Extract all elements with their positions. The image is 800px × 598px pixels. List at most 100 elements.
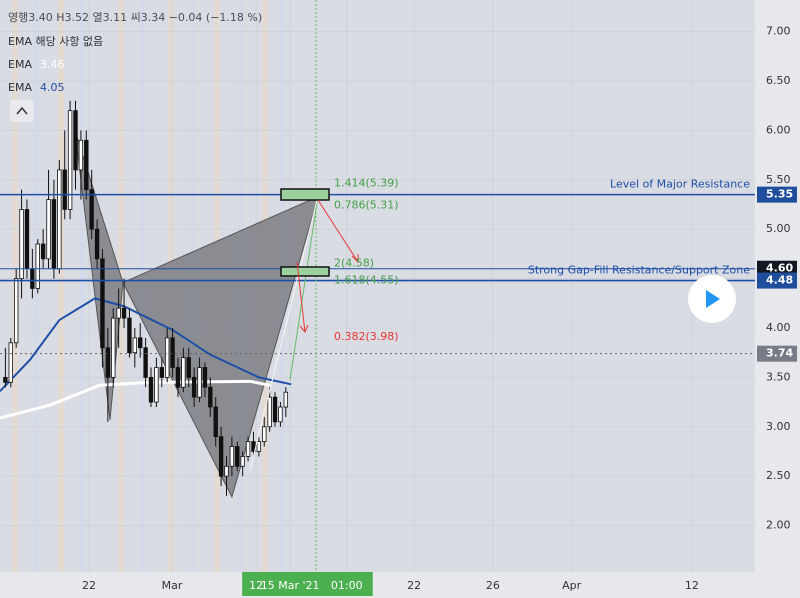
candle-body xyxy=(30,268,35,289)
collapse-icon xyxy=(16,106,28,115)
y-tick-label: 2.00 xyxy=(766,519,791,532)
candle-body xyxy=(218,436,224,477)
candle-body xyxy=(159,367,164,378)
arrow xyxy=(296,261,306,333)
x-tick-label: 22 xyxy=(82,579,96,592)
legend-name: EMA xyxy=(8,58,32,71)
candle-body xyxy=(121,307,127,319)
price-tag-label: 4.48 xyxy=(766,274,793,287)
target-box xyxy=(280,188,330,201)
candle-body xyxy=(256,441,262,452)
y-tick-label: 3.00 xyxy=(766,420,791,433)
axes: 2.002.503.003.504.004.505.005.506.006.50… xyxy=(82,25,797,596)
legend-value: 4.05 xyxy=(40,81,65,94)
candle-body xyxy=(138,337,143,349)
x-tick-label: Mar xyxy=(162,579,183,592)
fib-label: 2(4.58) xyxy=(334,257,374,270)
y-tick-label: 6.50 xyxy=(766,74,791,87)
candle-body xyxy=(62,169,67,210)
drawing-tools xyxy=(249,0,359,572)
y-tick-label: 3.50 xyxy=(766,370,791,383)
candle-body xyxy=(148,376,154,403)
target-box xyxy=(280,266,330,277)
projection-line xyxy=(289,195,319,381)
candle-body xyxy=(19,209,24,279)
candle-body xyxy=(84,139,89,191)
y-tick-label: 6.00 xyxy=(766,123,791,136)
candle-body xyxy=(51,199,57,270)
candle-body xyxy=(132,337,138,354)
price-tag-label: 3.74 xyxy=(766,347,793,360)
candle-body xyxy=(89,189,94,230)
grid xyxy=(0,0,755,572)
candle-body xyxy=(8,342,13,383)
x-tick-label: Apr xyxy=(562,579,582,592)
x-tick-label: 12 xyxy=(249,579,263,592)
pattern-triangle xyxy=(74,130,124,420)
x-tick-label: 12 xyxy=(685,579,699,592)
candle-body xyxy=(202,367,208,388)
y-tick-label: 5.00 xyxy=(766,222,791,235)
price-tag xyxy=(757,186,797,203)
y-tick-label: 4.00 xyxy=(766,321,791,334)
price-tag-label: 5.35 xyxy=(766,188,793,201)
candle-body xyxy=(213,406,218,438)
arrow-head xyxy=(299,324,309,333)
time-highlight xyxy=(242,572,373,596)
candle-body xyxy=(170,337,175,368)
candle-body xyxy=(57,169,62,270)
time-axis xyxy=(0,572,755,598)
harmonic-pattern xyxy=(74,130,319,499)
candle-body xyxy=(186,357,191,378)
y-tick-label: 2.50 xyxy=(766,469,791,482)
candle-body xyxy=(181,357,186,388)
fib-labels: 1.414(5.39) 0.786(5.31) 2(4.58) 1.618(4.55)… xyxy=(334,177,399,343)
candle-body xyxy=(251,441,256,452)
x-tick-label: 26 xyxy=(486,579,500,592)
candles xyxy=(3,100,289,496)
pattern-triangle xyxy=(122,195,319,499)
price-tag xyxy=(757,272,797,289)
play-icon xyxy=(706,290,720,308)
fib-label: 0.786(5.31) xyxy=(334,199,399,212)
candle-body xyxy=(111,317,116,378)
projection-line xyxy=(249,195,319,471)
candle-body xyxy=(267,396,272,428)
candle-body xyxy=(13,278,19,344)
legend-name: EMA xyxy=(8,81,32,94)
legend-value: 3.46 xyxy=(40,58,65,71)
ohlc-header: 영행3.40 H3.52 열3.11 씨3.34 −0.04 (−1.18 %) xyxy=(8,11,262,24)
price-tag xyxy=(757,345,797,362)
candle-body xyxy=(278,406,283,423)
candle-body xyxy=(262,426,267,442)
candle-body xyxy=(78,139,84,171)
candle-body xyxy=(245,441,251,457)
candle-body xyxy=(283,391,289,408)
candle-body xyxy=(35,243,40,289)
candle-body xyxy=(100,258,105,349)
level-name: Level of Major Resistance xyxy=(610,178,750,191)
candle-body xyxy=(235,446,240,467)
candle-body xyxy=(272,396,278,423)
candle-body xyxy=(24,209,30,270)
y-tick-label: 7.00 xyxy=(766,25,791,38)
candle-body xyxy=(127,317,132,354)
candle-body xyxy=(164,337,170,378)
candle-body xyxy=(40,243,46,260)
candle-body xyxy=(3,376,8,383)
candle-body xyxy=(175,367,181,388)
collapse-button[interactable] xyxy=(10,100,34,122)
arrow-head xyxy=(351,254,359,264)
x-tick-label: 15 Mar '21 xyxy=(261,579,320,592)
price-axis xyxy=(755,0,800,598)
candle-body xyxy=(67,110,73,210)
candle-body xyxy=(154,367,159,403)
y-tick-label: 5.50 xyxy=(766,173,791,186)
candle-body xyxy=(240,456,245,467)
ema-line xyxy=(0,379,270,420)
candle-body xyxy=(229,446,235,467)
candle-body xyxy=(143,347,148,378)
legend: EMA 3.46 EMA 4.05 xyxy=(8,58,65,94)
